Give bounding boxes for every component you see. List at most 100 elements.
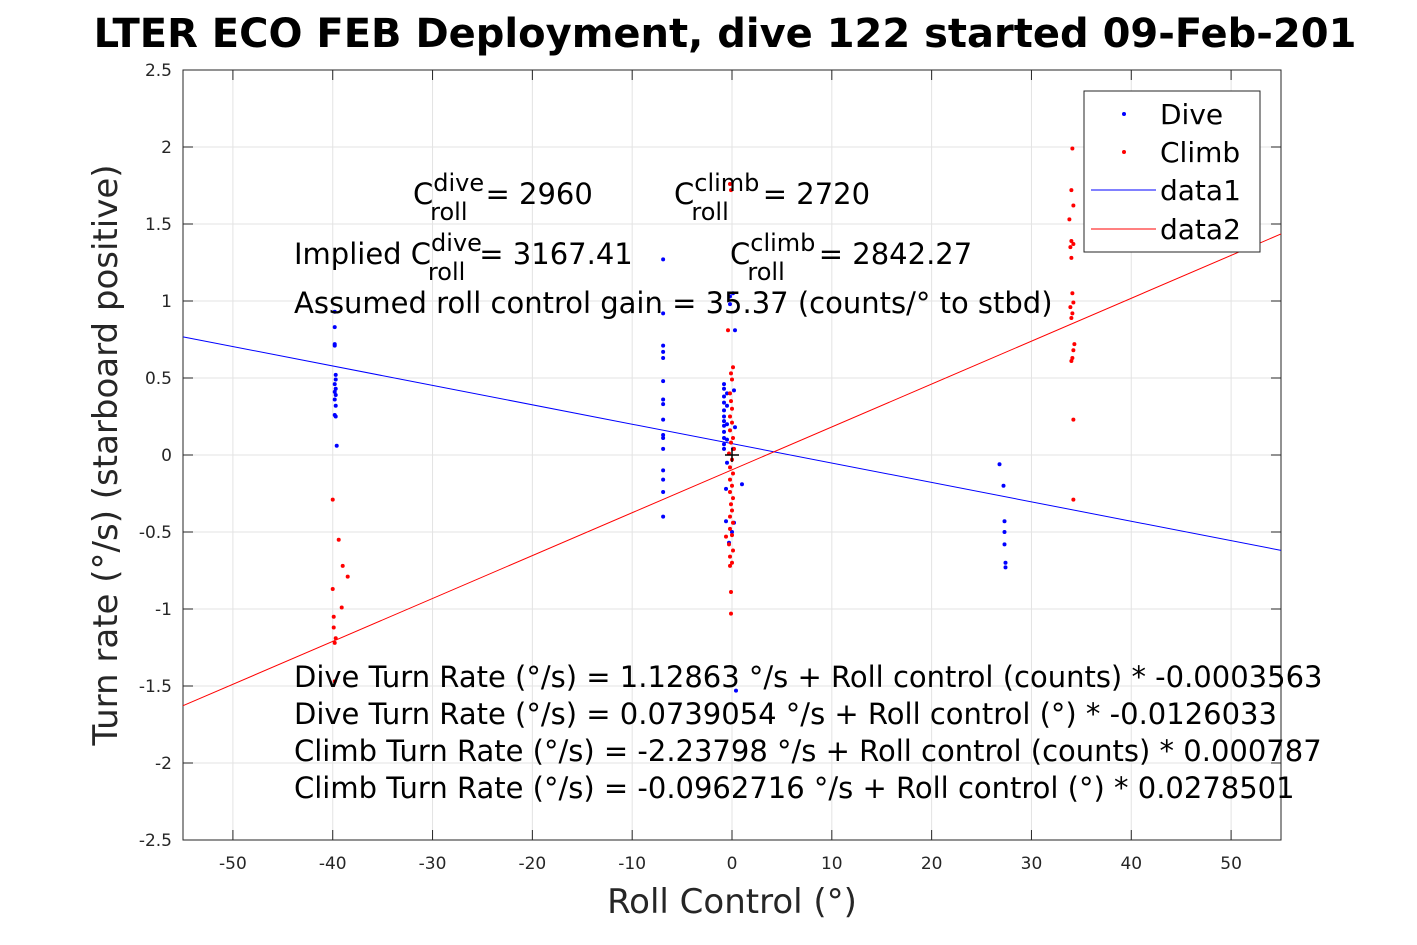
x-tick-label: 0	[727, 854, 738, 874]
point-climb	[728, 465, 733, 470]
climb-equation-degrees: Climb Turn Rate (°/s) = -0.0962716 °/s +…	[294, 771, 1295, 805]
point-dive	[1003, 560, 1008, 565]
point-climb	[724, 534, 729, 539]
point-climb	[729, 611, 734, 616]
legend: Dive Climb data1 data2	[1083, 90, 1261, 253]
point-climb	[728, 181, 733, 186]
point-dive	[661, 468, 666, 473]
point-dive	[725, 403, 730, 408]
x-tick-label: -40	[319, 854, 347, 874]
point-dive	[332, 343, 337, 348]
point-dive	[332, 309, 337, 314]
point-dive	[333, 403, 338, 408]
point-climb	[730, 420, 734, 425]
point-climb	[1072, 342, 1077, 347]
x-tick-label: -30	[419, 854, 447, 874]
point-dive	[724, 519, 729, 524]
point-climb	[1070, 146, 1075, 151]
point-climb	[1069, 188, 1074, 193]
point-climb	[1071, 300, 1076, 305]
point-climb	[1067, 217, 1072, 222]
y-tick-label: 1.5	[145, 215, 172, 235]
point-climb	[730, 471, 735, 476]
point-climb	[728, 526, 733, 531]
point-climb	[729, 399, 734, 404]
c-dive-roll-annotation: Cdive roll= 2960	[413, 169, 593, 226]
point-dive	[661, 311, 666, 316]
x-tick-label: -50	[219, 854, 247, 874]
point-climb	[340, 563, 345, 568]
point-dive	[722, 423, 727, 428]
point-dive	[728, 302, 733, 307]
x-tick-labels: -50 -40 -30 -20 -10 0 10 20 30 40 50	[219, 854, 1242, 874]
point-dive	[739, 482, 744, 487]
point-climb	[728, 391, 733, 396]
point-dive	[733, 688, 738, 693]
point-climb	[730, 533, 734, 538]
implied-c-climb-annotation: Cclimb roll= 2842.27	[730, 229, 972, 286]
point-climb	[1071, 203, 1076, 208]
y-tick-label: -1	[155, 600, 172, 620]
point-dive	[661, 343, 666, 348]
point-climb	[728, 489, 733, 494]
point-climb	[728, 514, 733, 519]
point-dive	[661, 477, 666, 482]
point-dive	[722, 386, 727, 391]
point-dive	[722, 408, 727, 413]
point-dive	[661, 349, 666, 354]
roll-gain-annotation: Assumed roll control gain = 35.37 (count…	[294, 286, 1053, 320]
point-climb	[728, 563, 733, 568]
y-tick-label: -1.5	[139, 677, 172, 697]
point-dive	[334, 443, 339, 448]
point-dive	[722, 414, 727, 419]
point-dive	[661, 402, 666, 407]
point-climb	[330, 497, 335, 502]
point-climb	[1068, 305, 1073, 310]
legend-marker-dive	[1122, 112, 1126, 116]
climb-equation-counts: Climb Turn Rate (°/s) = -2.23798 °/s + R…	[294, 734, 1322, 768]
point-climb	[332, 679, 337, 684]
point-climb	[729, 440, 734, 445]
point-climb	[730, 508, 734, 513]
point-dive	[731, 388, 736, 393]
y-tick-label: 2	[161, 138, 172, 158]
point-dive	[661, 489, 666, 494]
y-tick-label: 0.5	[145, 369, 172, 389]
point-climb	[729, 188, 734, 193]
point-climb	[729, 590, 734, 595]
point-dive	[661, 397, 666, 402]
point-dive	[722, 382, 727, 387]
y-tick-labels: -2.5 -2 -1.5 -1 -0.5 0 0.5 1 1.5 2 2.5	[139, 61, 172, 851]
point-dive	[730, 530, 734, 534]
data-points	[330, 146, 1077, 693]
x-tick-label: 40	[1120, 854, 1142, 874]
point-dive	[1002, 542, 1007, 547]
point-climb	[1069, 315, 1074, 320]
point-climb	[731, 446, 736, 451]
point-dive	[332, 325, 337, 330]
point-climb	[729, 502, 734, 507]
point-climb	[1069, 255, 1074, 260]
point-climb	[333, 636, 338, 641]
point-climb	[730, 365, 735, 370]
point-climb	[727, 542, 732, 547]
point-climb	[1070, 291, 1075, 296]
x-tick-label: -20	[518, 854, 546, 874]
point-climb	[730, 520, 735, 525]
point-dive	[1003, 565, 1008, 570]
point-dive	[725, 391, 730, 396]
point-dive	[732, 425, 737, 430]
point-dive	[333, 414, 338, 419]
point-dive	[1001, 483, 1006, 488]
axes	[182, 69, 1282, 841]
point-climb	[730, 377, 734, 382]
point-dive	[725, 437, 730, 442]
y-tick-label: 1	[161, 292, 172, 312]
point-dive	[728, 294, 733, 299]
dive-equation-counts: Dive Turn Rate (°/s) = 1.12863 °/s + Rol…	[294, 660, 1322, 694]
point-climb	[728, 477, 733, 482]
legend-label-climb: Climb	[1160, 136, 1240, 169]
point-climb	[336, 537, 341, 542]
point-climb	[730, 406, 734, 411]
